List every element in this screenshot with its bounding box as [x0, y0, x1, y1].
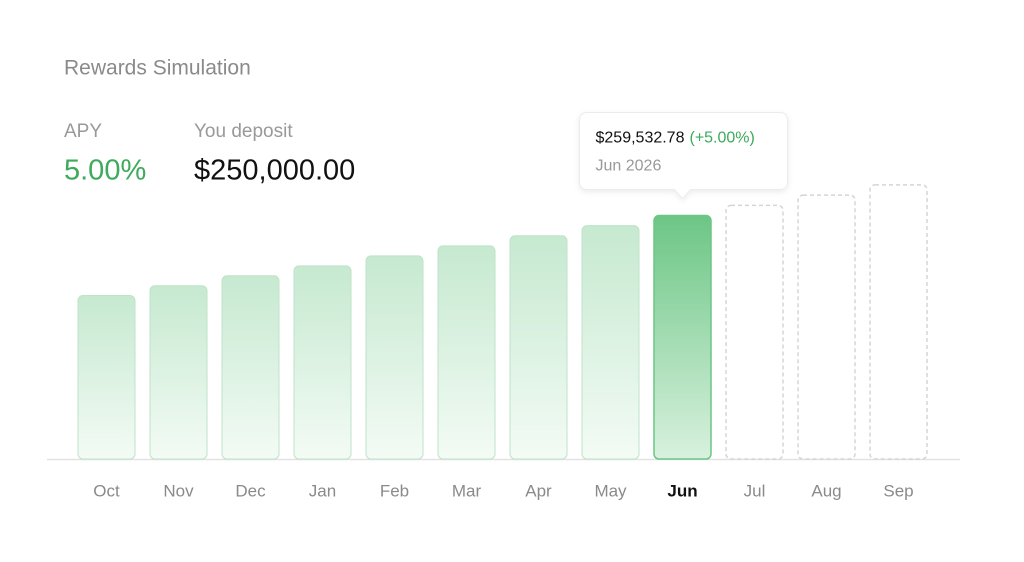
- bar: [437, 245, 496, 460]
- tooltip-value: $259,532.78 (+5.00%): [596, 130, 755, 147]
- bar: [365, 255, 424, 460]
- tooltip-date: Jun 2026: [596, 158, 662, 175]
- x-tick-label: Dec: [235, 481, 266, 500]
- x-tick-label: Oct: [93, 481, 120, 500]
- tooltip-box: [579, 112, 788, 200]
- x-tick-label: Nov: [163, 481, 194, 500]
- x-tick-label: Jun: [667, 481, 697, 500]
- stat-label: You deposit: [194, 121, 293, 142]
- x-tick-label: Mar: [452, 481, 482, 500]
- x-tick-label: Jan: [309, 481, 336, 500]
- x-tick-label: Jul: [744, 481, 766, 500]
- bar: [869, 184, 928, 460]
- tooltip: $259,532.78 (+5.00%) Jun 2026: [579, 112, 788, 200]
- bar: [653, 214, 712, 460]
- x-tick-label: Feb: [380, 481, 409, 500]
- bar: [797, 194, 856, 460]
- stat-value: $250,000.00: [194, 155, 355, 187]
- x-tick-label: Apr: [525, 481, 552, 500]
- bar: [725, 204, 784, 460]
- stat-label: APY: [64, 121, 102, 142]
- x-tick-label: Sep: [883, 481, 913, 500]
- tooltip-change: (+5.00%): [689, 130, 754, 147]
- tooltip-amount: $259,532.78: [596, 130, 685, 147]
- bar: [509, 235, 568, 460]
- bar: [221, 275, 280, 460]
- title: Rewards Simulation: [64, 57, 251, 80]
- bar: [77, 295, 136, 460]
- bar: [293, 265, 352, 460]
- bar: [581, 225, 640, 460]
- x-tick-label: May: [594, 481, 627, 500]
- x-tick-label: Aug: [811, 481, 841, 500]
- stat-value: 5.00%: [64, 155, 146, 187]
- bar: [149, 285, 208, 460]
